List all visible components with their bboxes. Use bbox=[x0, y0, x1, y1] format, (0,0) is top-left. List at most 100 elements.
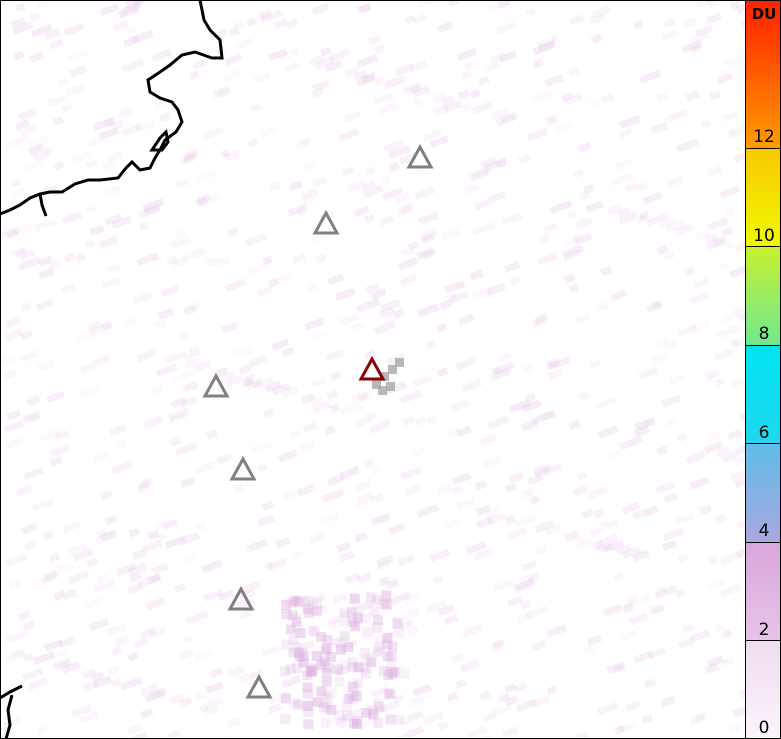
so2-pixel bbox=[451, 653, 464, 664]
so2-pixel bbox=[602, 539, 625, 554]
so2-pixel bbox=[660, 28, 679, 42]
so2-pixel bbox=[359, 3, 372, 14]
so2-pixel bbox=[345, 572, 361, 585]
so2-pixel bbox=[232, 482, 245, 493]
so2-pixel bbox=[226, 717, 242, 729]
so2-pixel bbox=[205, 681, 224, 695]
so2-pixel bbox=[709, 90, 722, 101]
so2-pixel bbox=[585, 200, 605, 213]
so2-pixel bbox=[476, 516, 494, 529]
so2-pixel bbox=[102, 184, 122, 198]
so2-pixel bbox=[634, 417, 656, 431]
so2-pixel bbox=[675, 511, 696, 526]
so2-pixel bbox=[372, 622, 383, 633]
colorbar-label: 8 bbox=[758, 324, 770, 344]
so2-pixel bbox=[100, 489, 114, 501]
so2-pixel bbox=[183, 381, 198, 393]
so2-pixel bbox=[461, 70, 473, 81]
so2-pixel bbox=[157, 308, 174, 320]
so2-pixel bbox=[309, 532, 326, 544]
so2-pixel bbox=[420, 232, 436, 244]
so2-pixel bbox=[606, 661, 626, 674]
so2-pixel bbox=[174, 177, 190, 189]
so2-pixel bbox=[383, 139, 405, 153]
so2-pixel bbox=[660, 695, 676, 708]
so2-pixel bbox=[380, 175, 391, 185]
so2-pixel bbox=[139, 627, 156, 639]
so2-pixel bbox=[52, 116, 64, 126]
so2-pixel bbox=[719, 550, 743, 565]
so2-pixel bbox=[256, 285, 274, 298]
so2-pixel bbox=[295, 138, 311, 150]
so2-pixel bbox=[77, 385, 101, 399]
so2-pixel bbox=[349, 593, 360, 604]
so2-pixel bbox=[180, 380, 199, 393]
so2-pixel bbox=[685, 90, 701, 102]
so2-pixel bbox=[28, 51, 45, 64]
so2-pixel bbox=[251, 375, 275, 390]
so2-pixel bbox=[133, 0, 144, 9]
colorbar-tick bbox=[746, 443, 781, 444]
so2-pixel bbox=[643, 678, 657, 689]
so2-pixel bbox=[307, 625, 318, 636]
colorbar-label: 10 bbox=[753, 226, 775, 246]
so2-pixel bbox=[461, 624, 484, 638]
so2-pixel bbox=[636, 214, 648, 224]
so2-pixel bbox=[356, 716, 378, 731]
so2-pixel bbox=[507, 595, 524, 608]
so2-pixel bbox=[414, 186, 436, 200]
so2-pixel bbox=[247, 138, 259, 148]
so2-pixel bbox=[85, 159, 98, 170]
so2-pixel bbox=[262, 255, 273, 266]
so2-pixel bbox=[270, 338, 290, 351]
so2-pixel bbox=[22, 652, 35, 663]
so2-pixel bbox=[334, 287, 356, 302]
so2-pixel bbox=[714, 622, 727, 633]
so2-pixel bbox=[361, 668, 372, 679]
so2-pixel bbox=[27, 412, 40, 423]
so2-pixel bbox=[613, 571, 625, 582]
so2-pixel bbox=[289, 180, 304, 192]
so2-pixel bbox=[257, 514, 275, 527]
so2-pixel bbox=[242, 345, 254, 356]
so2-pixel bbox=[398, 152, 417, 166]
so2-pixel bbox=[115, 438, 128, 449]
so2-pixel bbox=[527, 574, 539, 585]
so2-pixel bbox=[529, 494, 541, 505]
so2-pixel bbox=[632, 549, 650, 562]
so2-pixel bbox=[322, 488, 345, 503]
so2-pixel bbox=[536, 34, 560, 49]
so2-pixel bbox=[716, 324, 740, 339]
so2-pixel bbox=[291, 641, 302, 652]
so2-pixel bbox=[326, 704, 337, 715]
so2-pixel bbox=[140, 708, 154, 719]
target-volcano-triangle-icon bbox=[358, 355, 386, 381]
so2-pixel bbox=[393, 733, 409, 739]
so2-pixel bbox=[203, 697, 224, 711]
so2-pixel bbox=[370, 493, 384, 504]
so2-pixel bbox=[592, 34, 603, 44]
so2-pixel bbox=[13, 50, 25, 61]
so2-pixel bbox=[42, 144, 55, 155]
so2-pixel bbox=[280, 714, 291, 725]
so2-pixel bbox=[244, 233, 267, 247]
so2-pixel bbox=[575, 538, 595, 551]
so2-pixel bbox=[344, 110, 362, 123]
so2-pixel bbox=[115, 562, 137, 577]
so2-pixel bbox=[0, 226, 20, 240]
so2-pixel bbox=[137, 482, 150, 493]
so2-pixel bbox=[531, 415, 542, 425]
so2-pixel bbox=[326, 652, 337, 663]
so2-pixel bbox=[693, 277, 710, 289]
so2-pixel bbox=[127, 651, 140, 662]
so2-pixel bbox=[589, 33, 603, 44]
so2-pixel bbox=[319, 656, 330, 667]
so2-pixel bbox=[147, 626, 168, 639]
so2-pixel bbox=[351, 389, 370, 403]
so2-pixel bbox=[618, 441, 630, 451]
so2-pixel bbox=[335, 633, 351, 646]
so2-pixel bbox=[266, 557, 287, 571]
so2-pixel bbox=[14, 2, 26, 13]
so2-pixel bbox=[342, 680, 362, 693]
so2-pixel bbox=[393, 308, 405, 319]
